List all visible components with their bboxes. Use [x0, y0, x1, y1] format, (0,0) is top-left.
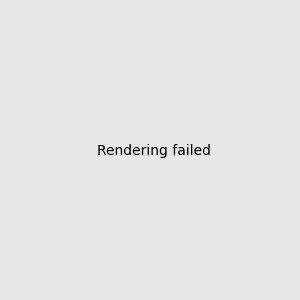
- Text: Rendering failed: Rendering failed: [97, 145, 211, 158]
